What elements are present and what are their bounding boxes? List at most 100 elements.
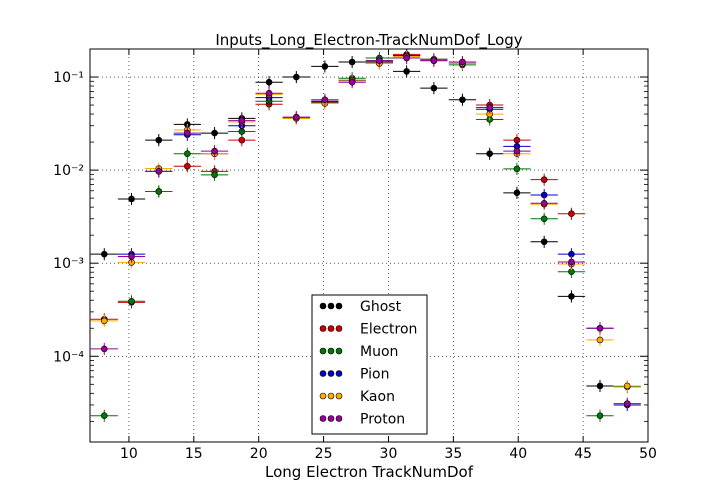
data-point bbox=[513, 165, 521, 173]
x-axis-label: Long Electron TrackNumDof bbox=[265, 463, 474, 481]
x-tick-label: 10 bbox=[120, 446, 138, 462]
data-point bbox=[265, 78, 273, 86]
data-point bbox=[459, 58, 466, 66]
legend-marker bbox=[319, 370, 327, 377]
legend-marker bbox=[335, 302, 343, 310]
data-point bbox=[459, 96, 466, 104]
data-point bbox=[596, 324, 604, 332]
data-point bbox=[403, 68, 410, 75]
x-tick-label: 25 bbox=[315, 446, 333, 462]
legend-marker bbox=[327, 325, 335, 332]
legend-label: Pion bbox=[360, 367, 389, 383]
data-point bbox=[376, 57, 383, 64]
data-point bbox=[128, 253, 135, 260]
series-ghost bbox=[90, 56, 614, 393]
data-point bbox=[128, 195, 135, 203]
x-tick-label: 15 bbox=[185, 446, 203, 462]
data-point bbox=[265, 89, 273, 97]
data-point bbox=[596, 412, 604, 419]
legend-marker bbox=[335, 392, 343, 400]
data-point bbox=[540, 191, 548, 199]
legend-marker bbox=[327, 392, 335, 400]
data-point bbox=[513, 189, 521, 197]
legend-label: Muon bbox=[360, 344, 398, 360]
legend-marker bbox=[335, 370, 343, 377]
data-point bbox=[100, 345, 108, 353]
data-point bbox=[184, 162, 191, 170]
legend-marker bbox=[319, 415, 327, 422]
data-point bbox=[238, 117, 246, 124]
legend-marker bbox=[319, 347, 327, 355]
data-point bbox=[211, 129, 218, 137]
data-point bbox=[238, 136, 246, 144]
data-point bbox=[540, 176, 548, 183]
legend-marker bbox=[319, 302, 327, 310]
data-point bbox=[100, 412, 108, 419]
legend-marker bbox=[327, 415, 335, 422]
legend-box bbox=[311, 294, 428, 435]
y-tick-label: 10⁻² bbox=[53, 163, 84, 179]
data-point bbox=[596, 382, 604, 390]
data-point bbox=[321, 96, 329, 104]
x-tick-label: 40 bbox=[509, 446, 527, 462]
data-point bbox=[100, 250, 108, 258]
chart-title: Inputs_Long_Electron-TrackNumDof_Logy bbox=[215, 31, 522, 50]
x-tick-label: 50 bbox=[639, 446, 657, 462]
data-point bbox=[184, 150, 191, 158]
legend-label: Proton bbox=[360, 412, 405, 428]
data-point bbox=[568, 258, 575, 266]
data-point bbox=[430, 57, 438, 64]
tick-layer: 10 15 20 25 30 35 40 45 50 10⁻⁴ 10⁻³ 10⁻² 10⁻¹ bbox=[53, 49, 657, 462]
legend-marker bbox=[327, 347, 335, 355]
series-proton bbox=[90, 52, 641, 410]
data-point bbox=[348, 78, 356, 86]
data-point bbox=[184, 129, 191, 137]
data-point bbox=[155, 136, 163, 144]
data-point bbox=[211, 147, 218, 155]
legend-label: Electron bbox=[360, 322, 417, 338]
data-point bbox=[623, 400, 631, 407]
y-tick-label: 10⁻¹ bbox=[53, 70, 84, 86]
data-point bbox=[155, 168, 163, 175]
data-point bbox=[321, 63, 329, 70]
data-point bbox=[155, 188, 163, 195]
legend-items: Ghost Electron Muon Pion Kaon Proton bbox=[319, 299, 417, 428]
data-point bbox=[513, 147, 521, 155]
legend-marker bbox=[335, 415, 343, 422]
legend: Ghost Electron Muon Pion Kaon Proton bbox=[311, 294, 428, 435]
data-point bbox=[403, 54, 410, 62]
legend-marker bbox=[327, 302, 335, 310]
data-point bbox=[596, 336, 604, 344]
data-point bbox=[100, 317, 108, 325]
legend-label: Kaon bbox=[360, 389, 395, 405]
series-layer bbox=[90, 49, 641, 422]
x-tick-label: 20 bbox=[250, 446, 268, 462]
data-point bbox=[348, 58, 356, 66]
data-point bbox=[540, 199, 548, 207]
grid-layer bbox=[90, 49, 648, 442]
x-tick-label: 30 bbox=[380, 446, 398, 462]
x-tick-label: 45 bbox=[574, 446, 592, 462]
data-point bbox=[293, 73, 300, 81]
legend-marker bbox=[335, 347, 343, 355]
data-point bbox=[568, 210, 575, 218]
legend-marker bbox=[335, 325, 343, 332]
data-point bbox=[486, 150, 493, 158]
y-tick-label: 10⁻⁴ bbox=[53, 349, 84, 365]
y-tick-label: 10⁻³ bbox=[53, 256, 84, 272]
legend-marker bbox=[319, 392, 327, 400]
data-point bbox=[623, 382, 631, 390]
data-point bbox=[568, 293, 575, 300]
plot-frame bbox=[89, 48, 649, 443]
data-point bbox=[128, 297, 135, 305]
x-tick-label: 35 bbox=[444, 446, 462, 462]
legend-marker bbox=[319, 325, 327, 332]
plot-area: 10 15 20 25 30 35 40 45 50 10⁻⁴ 10⁻³ 10⁻² 10⁻¹ bbox=[53, 48, 657, 462]
data-point bbox=[293, 113, 300, 121]
data-point bbox=[540, 215, 548, 223]
legend-marker bbox=[327, 370, 335, 377]
data-point bbox=[211, 171, 218, 179]
legend-label: Ghost bbox=[360, 299, 402, 315]
data-point bbox=[540, 238, 548, 246]
